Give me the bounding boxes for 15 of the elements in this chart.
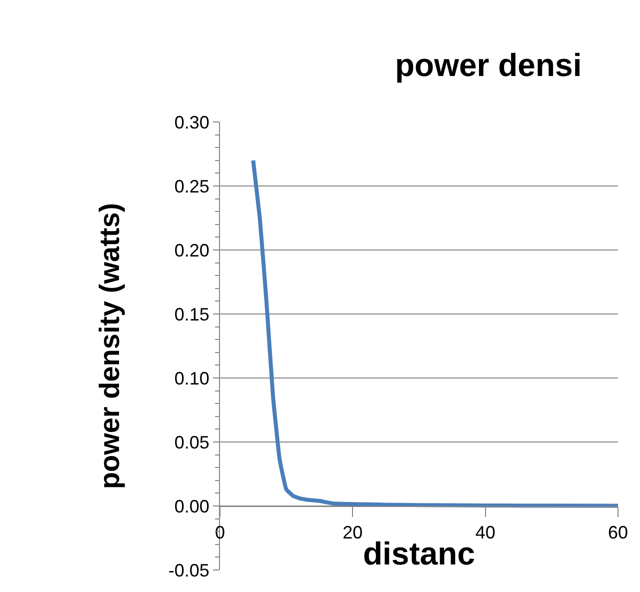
x-tick-label: 0 (214, 522, 226, 543)
x-tick-label: 40 (475, 522, 496, 543)
y-tick-label: 0.20 (174, 240, 210, 260)
y-tick-label: 0.15 (174, 304, 210, 324)
y-tick-label: 0.05 (174, 432, 210, 452)
y-tick-label: 0.30 (174, 112, 210, 132)
x-axis-title: distanc (362, 536, 476, 572)
y-tick-label: -0.05 (168, 560, 210, 580)
x-tick-label: 20 (342, 522, 363, 543)
y-axis-title: power density (watts) (94, 202, 126, 490)
y-tick-label: 0.10 (174, 368, 210, 388)
x-tick-label: 60 (608, 522, 628, 543)
y-tick-label: 0.00 (174, 496, 210, 516)
y-tick-label: 0.25 (174, 176, 210, 196)
chart-title: power densi (395, 47, 582, 84)
